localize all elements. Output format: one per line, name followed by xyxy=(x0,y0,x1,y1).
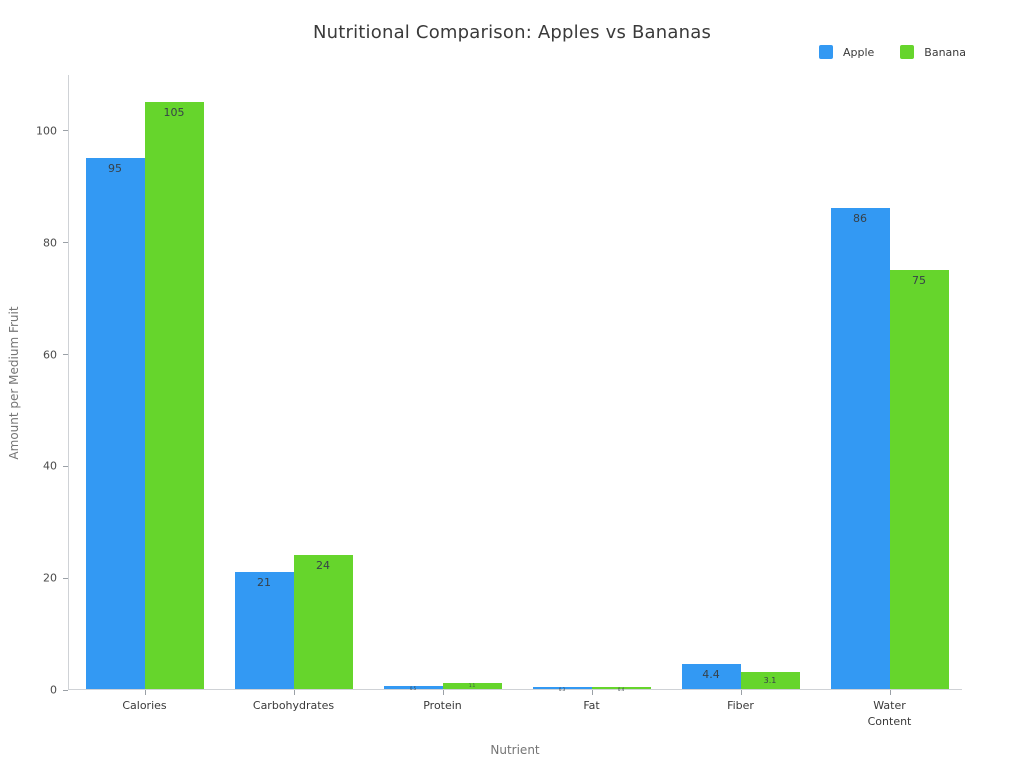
y-tick-label: 40 xyxy=(43,459,57,473)
apple-legend-swatch-icon xyxy=(818,45,833,59)
plot-area: 0 20 40 60 80 100 95 105 Calories 21 24 Carbohydrat… xyxy=(36,75,962,728)
bar-value-label: 105 xyxy=(163,105,185,119)
bar-apple-fiber: 4.4 xyxy=(681,664,741,689)
x-tick-label-fat: Fat xyxy=(583,699,600,712)
x-tick-label-carbohydrates: Carbohydrates xyxy=(252,699,335,712)
x-tick-label-water-content: Water Content xyxy=(867,699,912,728)
bar-value-label: 21 xyxy=(257,575,271,589)
x-tick-mark xyxy=(144,690,146,695)
y-tick-mark xyxy=(63,577,68,579)
bar-apple-fat: 0.3 xyxy=(532,687,592,693)
bar-value-label: 0.5 xyxy=(409,686,417,692)
y-tick-mark xyxy=(63,465,68,467)
y-tick-label: 0 xyxy=(50,683,57,697)
bar-apple-calories: 95 xyxy=(85,157,145,689)
x-tick-mark xyxy=(889,690,891,695)
chart-title: Nutritional Comparison: Apples vs Banana… xyxy=(312,22,712,43)
y-tick-label: 20 xyxy=(43,571,57,585)
bar-apple-water-content: 86 xyxy=(830,208,890,689)
bar-banana-calories: 105 xyxy=(144,101,204,689)
y-tick-mark xyxy=(63,130,68,132)
bar-value-label: 0.3 xyxy=(558,687,566,693)
y-tick-label: 80 xyxy=(43,236,57,250)
y-tick-mark xyxy=(63,354,68,356)
legend-label-apple: Apple xyxy=(842,45,875,59)
legend: Apple Banana xyxy=(818,45,966,59)
bar-value-label: 75 xyxy=(912,273,926,287)
bar-banana-water-content: 75 xyxy=(889,269,949,689)
bar-banana-protein: 1.1 xyxy=(442,682,502,689)
x-tick-label-fiber: Fiber xyxy=(727,699,754,712)
bar-value-label: 0.4 xyxy=(617,686,625,692)
bar-banana-carbohydrates: 24 xyxy=(293,554,353,689)
bar-value-label: 1.1 xyxy=(468,683,476,689)
bar-value-label: 95 xyxy=(108,161,122,175)
legend-item-apple: Apple xyxy=(818,45,875,59)
y-tick-mark xyxy=(63,689,68,691)
bar-apple-carbohydrates: 21 xyxy=(234,571,294,689)
x-tick-label-calories: Calories xyxy=(122,699,167,712)
x-tick-label-protein: Protein xyxy=(423,699,462,712)
x-tick-mark xyxy=(442,690,444,695)
x-axis-title: Nutrient xyxy=(490,743,540,757)
x-tick-mark xyxy=(740,690,742,695)
bar-value-label: 86 xyxy=(853,212,867,226)
bar-value-label: 3.1 xyxy=(763,675,777,685)
banana-legend-swatch-icon xyxy=(900,45,915,59)
bar-value-label: 4.4 xyxy=(702,668,720,682)
legend-item-banana: Banana xyxy=(900,45,966,59)
y-axis-title: Amount per Medium Fruit xyxy=(7,306,21,460)
bar-value-label: 24 xyxy=(316,558,330,572)
y-tick-label: 100 xyxy=(36,124,57,138)
y-tick-label: 60 xyxy=(43,348,57,362)
bar-banana-fiber: 3.1 xyxy=(740,671,800,689)
bar-apple-protein: 0.5 xyxy=(383,686,443,692)
y-tick-mark xyxy=(63,242,68,244)
x-tick-mark xyxy=(293,690,295,695)
bar-banana-fat: 0.4 xyxy=(591,686,651,692)
x-tick-mark xyxy=(591,690,593,695)
legend-label-banana: Banana xyxy=(924,45,966,59)
